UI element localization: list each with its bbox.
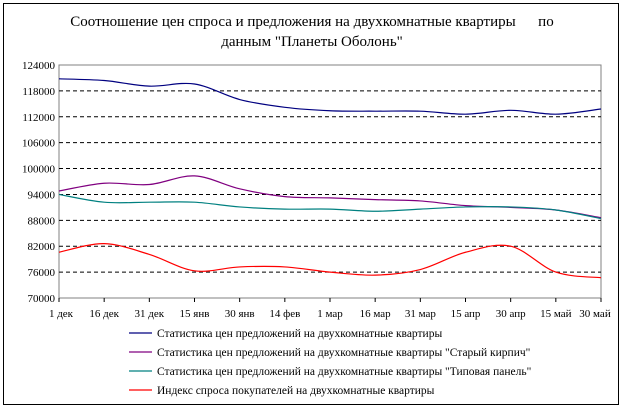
x-axis-ticks: 1 дек 16 дек 31 дек 15 янв 30 янв 14 фев 1 мар… [49,298,611,320]
x-tick-label: 16 дек [89,308,119,320]
chart: Соотношение цен спроса и предложения на … [22,14,611,397]
series-line-4 [58,243,602,279]
series-lines [58,78,602,279]
x-tick-label: 16 мар [360,308,392,320]
y-tick-label: 88000 [28,215,56,227]
y-tick-label: 82000 [28,241,56,253]
y-tick-label: 106000 [22,138,56,150]
x-tick-label: 15 апр [451,308,481,320]
legend-label-2: Статистика цен предложений на двухкомнат… [157,347,530,359]
chart-subtitle: данным "Планеты Оболонь" [221,34,403,50]
x-tick-label: 31 дек [135,308,165,320]
series-line-3 [58,193,602,220]
legend: Статистика цен предложений на двухкомнат… [129,328,531,397]
x-tick-label: 15 янв [180,308,210,320]
x-tick-label: 30 янв [225,308,255,320]
y-tick-label: 94000 [28,189,56,201]
x-tick-label: 14 фев [269,308,300,320]
y-tick-label: 112000 [22,112,55,124]
y-tick-label: 70000 [28,293,56,305]
x-tick-label: 15 май [540,308,572,320]
y-tick-label: 118000 [22,86,55,98]
y-tick-label: 76000 [28,267,56,279]
x-tick-label: 1 мар [317,308,343,320]
legend-label-3: Статистика цен предложений на двухкомнат… [157,366,531,378]
x-tick-label: 30 май [579,308,611,320]
legend-label-4: Индекс спроса покупателей на двухкомнатн… [157,385,435,397]
chart-frame: Соотношение цен спроса и предложения на … [3,3,619,405]
x-tick-label: 1 дек [49,308,74,320]
y-tick-label: 100000 [22,164,56,176]
plot-area [58,64,602,299]
x-tick-label: 30 апр [496,308,526,320]
y-axis-ticks: 124000 118000 112000 106000 100000 94000 88000… [22,60,56,305]
legend-label-1: Статистика цен предложений на двухкомнат… [157,328,442,340]
chart-title: Соотношение цен спроса и предложения на … [70,14,553,30]
x-tick-label: 31 мар [405,308,437,320]
y-tick-label: 124000 [22,60,56,72]
series-line-1 [58,78,602,115]
